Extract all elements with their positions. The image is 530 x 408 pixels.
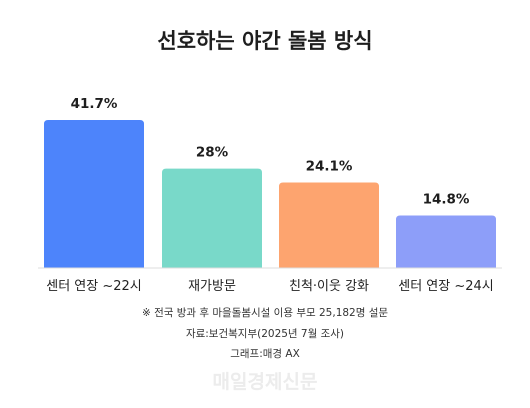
bars-group: 41.7% 센터 연장 ~22시 28% 재가방문 24.1% 친척·이웃 강화 14.8%… [44,96,496,294]
category-label-2: 재가방문 [188,279,236,294]
chart-title: 선호하는 야간 돌봄 방식 [157,29,372,53]
value-label-4: 14.8% [423,191,470,207]
source-note: 자료:보건복지부(2025년 7월 조사) [186,328,344,340]
bar-1 [44,120,144,268]
bar-2 [162,168,262,268]
survey-note: ※ 전국 방과 후 마을돌봄시설 이용 부모 25,182명 설문 [142,307,388,319]
category-label-1: 센터 연장 ~22시 [46,279,142,294]
category-label-4: 센터 연장 ~24시 [398,279,494,294]
value-label-1: 41.7% [71,96,118,112]
category-label-3: 친척·이웃 강화 [289,279,369,294]
value-label-2: 28% [196,145,229,161]
bar-3 [279,182,379,268]
watermark-logo: 매일경제신문 [213,371,318,393]
graphic-credit: 그래프:매경 AX [230,347,300,360]
value-label-3: 24.1% [306,158,353,174]
bar-4 [396,215,496,268]
